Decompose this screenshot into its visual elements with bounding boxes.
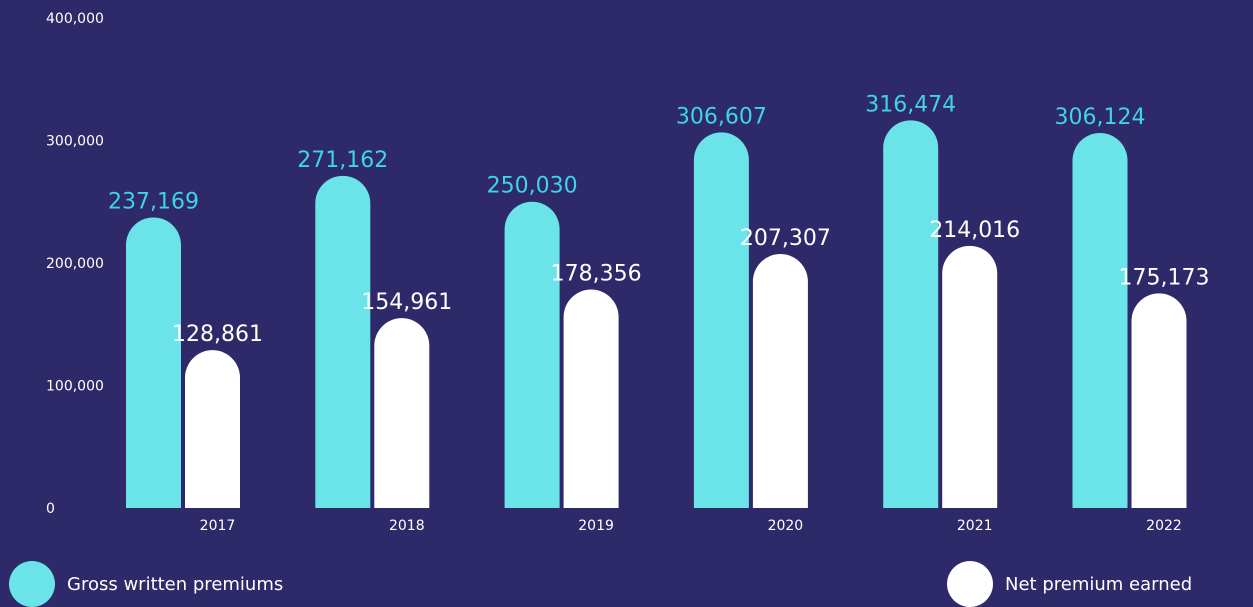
value-label-gross: 306,124 (1055, 105, 1146, 130)
value-label-gross: 316,474 (865, 92, 956, 117)
value-label-gross: 271,162 (297, 148, 388, 173)
legend-item-gross-written-premiums: Gross written premiums (9, 561, 284, 607)
bar-net-premium-earned (563, 289, 619, 508)
y-tick-label: 0 (46, 501, 55, 517)
y-axis: 0 100,000 200,000 300,000 400,000 (46, 11, 104, 517)
x-tick-label: 2021 (957, 518, 993, 534)
legend-label-gross: Gross written premiums (67, 573, 284, 595)
bars (126, 120, 1187, 509)
y-tick-label: 400,000 (46, 11, 104, 27)
bar-gross-written-premiums (126, 217, 181, 508)
bar-gross-written-premiums (315, 175, 371, 508)
value-labels: 237,169 128,861 271,162 154,961 250,030 178,3… (108, 92, 1209, 347)
bar-gross-written-premiums (693, 132, 749, 508)
legend-swatch-gross (9, 561, 55, 607)
bar-net-premium-earned (1131, 293, 1187, 508)
x-tick-label: 2018 (389, 518, 425, 534)
value-label-net: 207,307 (740, 226, 831, 251)
y-tick-label: 100,000 (46, 379, 104, 395)
value-label-net: 214,016 (929, 218, 1020, 243)
bar-gross-written-premiums (504, 201, 560, 509)
y-tick-label: 300,000 (46, 134, 104, 150)
bar-net-premium-earned (185, 350, 240, 508)
value-label-net: 178,356 (551, 262, 642, 287)
value-label-net: 175,173 (1119, 265, 1210, 290)
value-label-net: 154,961 (361, 290, 452, 315)
value-label-gross: 306,607 (676, 104, 767, 129)
legend-label-net: Net premium earned (1005, 573, 1193, 595)
y-tick-label: 200,000 (46, 256, 104, 272)
bar-gross-written-premiums (1072, 132, 1128, 508)
legend-item-net-premium-earned: Net premium earned (947, 561, 1193, 607)
legend-swatch-net (947, 561, 993, 607)
x-tick-label: 2022 (1146, 518, 1182, 534)
bar-net-premium-earned (752, 254, 808, 508)
x-tick-label: 2020 (768, 518, 804, 534)
x-tick-label: 2017 (200, 518, 236, 534)
bar-gross-written-premiums (883, 120, 939, 509)
bar-net-premium-earned (374, 318, 430, 508)
x-tick-label: 2019 (578, 518, 614, 534)
value-label-net: 128,861 (172, 322, 263, 347)
bar-net-premium-earned (942, 245, 998, 509)
value-label-gross: 250,030 (487, 174, 578, 199)
value-label-gross: 237,169 (108, 189, 199, 214)
x-axis: 2017 2018 2019 2020 2021 2022 (200, 518, 1182, 534)
